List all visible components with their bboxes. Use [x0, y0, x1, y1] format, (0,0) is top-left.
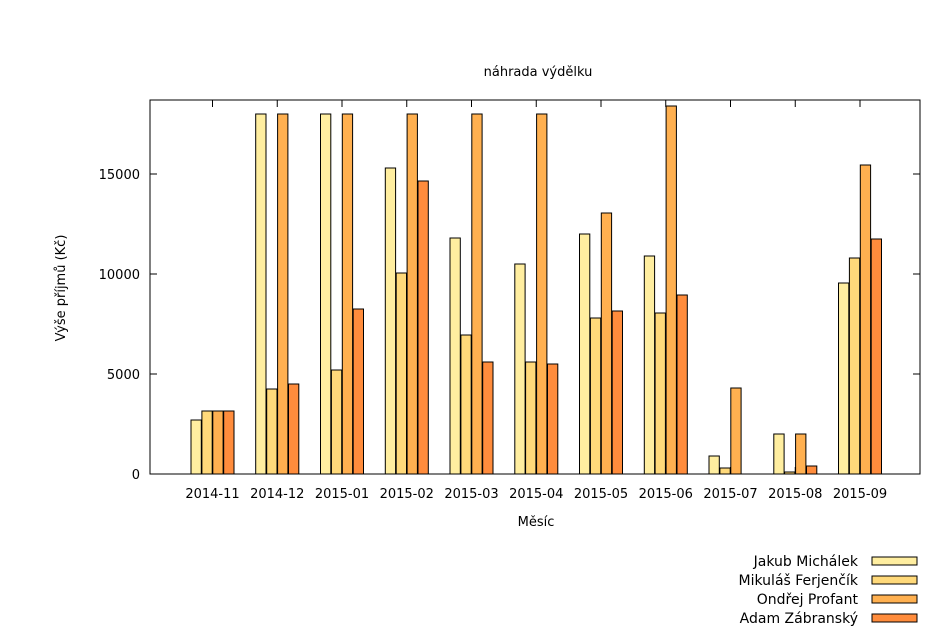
- x-tick-label: 2015-05: [574, 487, 628, 502]
- bar-mikulas-ferjencik-2015-05: [589, 317, 602, 475]
- legend-label-mikulas-ferjencik: Mikuláš Ferjenčík: [739, 573, 859, 589]
- x-tick-label: 2015-04: [509, 487, 563, 502]
- bar-jakub-michalek-2014-11: [190, 419, 202, 475]
- bar-jakub-michalek-2015-07: [708, 455, 720, 475]
- bar-adam-zabransky-2014-11: [223, 410, 235, 475]
- bar-ondrej-profant-2015-08: [795, 433, 807, 475]
- bar-mikulas-ferjencik-2015-02: [395, 272, 408, 475]
- bar-jakub-michalek-2015-09: [838, 282, 850, 475]
- legend-label-jakub-michalek: Jakub Michálek: [753, 554, 859, 570]
- legend-label-ondrej-profant: Ondřej Profant: [757, 592, 859, 608]
- bar-mikulas-ferjencik-2014-12: [266, 388, 278, 475]
- legend-swatch-jakub-michalek: [871, 556, 918, 566]
- bar-ondrej-profant-2015-01: [341, 113, 354, 475]
- bar-jakub-michalek-2015-06: [643, 255, 656, 475]
- y-tick-label: 5000: [107, 368, 140, 383]
- x-tick-label: 2014-11: [185, 487, 239, 502]
- bar-jakub-michalek-2015-05: [579, 233, 591, 475]
- bar-mikulas-ferjencik-2015-08: [784, 471, 796, 475]
- bar-mikulas-ferjencik-2015-01: [330, 369, 343, 475]
- bar-adam-zabransky-2015-02: [417, 180, 429, 475]
- x-tick-label: 2015-07: [703, 487, 757, 502]
- bar-ondrej-profant-2014-11: [212, 410, 224, 475]
- x-tick-label: 2014-12: [250, 487, 304, 502]
- bar-jakub-michalek-2015-08: [773, 433, 785, 475]
- bar-ondrej-profant-2015-05: [600, 212, 613, 475]
- bar-ondrej-profant-2014-12: [277, 113, 289, 475]
- bar-jakub-michalek-2015-03: [449, 237, 461, 475]
- bar-adam-zabransky-2015-05: [611, 310, 624, 475]
- x-tick-label: 2015-09: [833, 487, 887, 502]
- y-tick-label: 10000: [99, 268, 140, 283]
- x-tick-label: 2015-03: [444, 487, 498, 502]
- bar-mikulas-ferjencik-2015-06: [654, 312, 666, 475]
- bar-jakub-michalek-2015-04: [514, 263, 526, 475]
- x-tick-label: 2015-02: [380, 487, 434, 502]
- legend-swatch-ondrej-profant: [871, 594, 918, 604]
- legend-label-adam-zabransky: Adam Zábranský: [740, 611, 858, 627]
- bar-ondrej-profant-2015-04: [536, 113, 548, 475]
- chart-title: náhrada výdělku: [484, 65, 593, 80]
- bar-adam-zabransky-2015-03: [482, 361, 494, 475]
- bar-adam-zabransky-2015-01: [352, 308, 365, 475]
- legend-swatch-mikulas-ferjencik: [871, 575, 918, 585]
- bar-adam-zabransky-2014-12: [288, 383, 300, 475]
- bar-ondrej-profant-2015-07: [730, 387, 742, 475]
- bar-adam-zabransky-2015-08: [806, 465, 818, 475]
- y-axis-label: Výše příjmů (Kč): [54, 235, 69, 342]
- x-axis: 2014-11 2014-12 2015-01 2015-02 2015-03 2015-…: [185, 100, 887, 502]
- bar-jakub-michalek-2015-02: [384, 167, 397, 475]
- bar-mikulas-ferjencik-2015-07: [719, 467, 731, 475]
- bar-jakub-michalek-2015-01: [320, 113, 332, 475]
- bar-mikulas-ferjencik-2015-09: [848, 257, 861, 475]
- bar-adam-zabransky-2015-04: [547, 363, 559, 475]
- legend: Jakub Michálek Mikuláš Ferjenčík Ondřej Pr…: [739, 554, 918, 627]
- bar-mikulas-ferjencik-2015-03: [460, 334, 472, 475]
- x-axis-label: Měsíc: [518, 515, 555, 530]
- bar-mikulas-ferjencik-2015-04: [525, 361, 537, 475]
- bar-ondrej-profant-2015-06: [665, 105, 677, 475]
- x-tick-label: 2015-06: [639, 487, 693, 502]
- y-axis: 0 5000 10000 15000: [99, 168, 920, 483]
- x-tick-label: 2015-08: [768, 487, 822, 502]
- y-tick-label: 0: [132, 468, 140, 483]
- bar-adam-zabransky-2015-06: [676, 294, 688, 475]
- bar-ondrej-profant-2015-02: [406, 113, 418, 475]
- bars-group: [190, 105, 883, 475]
- bar-adam-zabransky-2015-09: [870, 238, 883, 475]
- bar-ondrej-profant-2015-09: [859, 164, 872, 475]
- bar-jakub-michalek-2014-12: [255, 113, 267, 475]
- bar-ondrej-profant-2015-03: [471, 113, 483, 475]
- x-tick-label: 2015-01: [315, 487, 369, 502]
- legend-swatch-adam-zabransky: [871, 613, 918, 623]
- y-tick-label: 15000: [99, 168, 140, 183]
- bar-mikulas-ferjencik-2014-11: [201, 410, 213, 475]
